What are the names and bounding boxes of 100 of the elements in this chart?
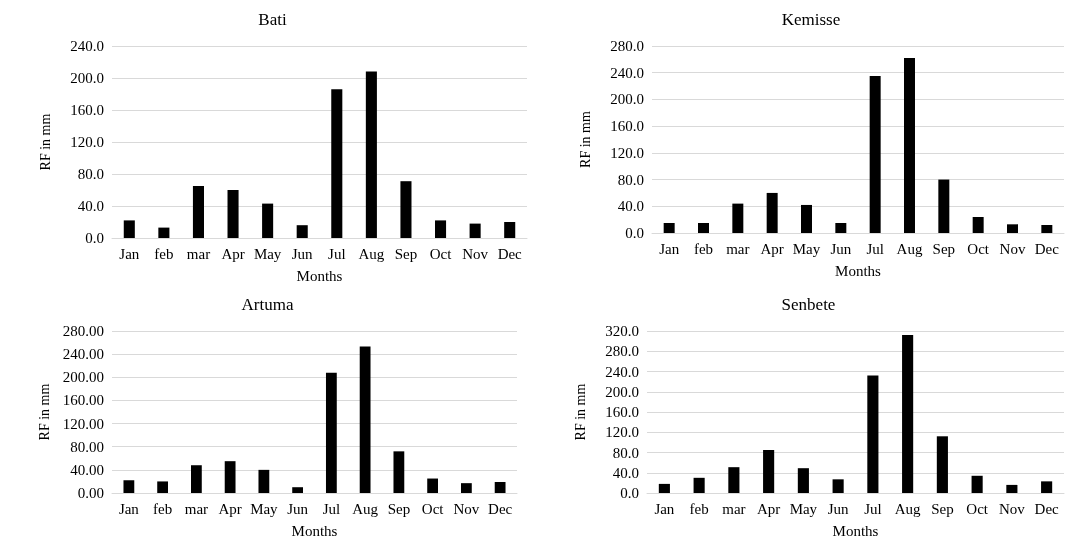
x-tick-label: Apr [218,500,242,517]
y-tick-label: 0.0 [85,230,104,246]
y-tick-label: 80.0 [77,166,104,182]
bar [296,225,308,238]
bar [400,181,412,238]
x-tick-label: Dec [497,245,523,262]
bar [832,479,844,493]
y-tick-label: 240.0 [605,363,639,380]
x-tick-label: Nov [998,500,1026,517]
y-tick-label: 80.0 [612,444,639,461]
x-tick-label: Nov [462,245,489,262]
bar [732,203,744,233]
y-tick-label: 0.0 [625,225,644,241]
y-tick-label: 200.0 [610,91,644,108]
bar [698,222,709,233]
bar [869,76,881,233]
bar [262,203,274,238]
x-tick-label: May [789,500,818,517]
bar [158,227,170,238]
x-tick-label: Aug [896,240,923,257]
x-tick-label: Sep [931,500,954,517]
bar [902,335,914,493]
bar [663,222,675,233]
y-tick-label: 280.00 [62,323,104,339]
bar [763,449,775,493]
x-tick-label: mar [184,500,209,517]
x-tick-label: Dec [488,500,513,517]
x-tick-label: feb [689,500,709,517]
y-tick-label: 80.00 [70,438,104,455]
x-axis-title: Months [296,267,343,284]
y-tick-label: 40.0 [77,198,104,214]
bar [494,482,506,493]
y-tick-label: 240.0 [610,64,644,81]
x-tick-label: Aug [358,245,385,262]
x-tick-label: feb [153,500,173,517]
x-tick-label: Jan [119,245,140,262]
y-tick-label: 280.0 [610,38,644,54]
x-tick-label: Apr [760,240,784,257]
bar [227,190,239,238]
x-tick-label: Aug [352,500,379,517]
y-tick-label: 240.0 [70,38,104,54]
y-axis-title: RF in mm [37,383,53,441]
y-tick-label: 200.0 [70,70,104,86]
bar [904,58,915,233]
bar [359,346,371,493]
y-tick-label: 160.0 [610,118,644,135]
x-tick-label: Jun [827,500,850,517]
bar [1041,481,1053,493]
x-axis-title: Months [291,522,338,539]
x-tick-label: Jan [659,240,680,257]
y-tick-label: 120.0 [70,134,104,150]
bar [192,186,204,238]
bar [258,469,270,493]
bar [331,89,343,238]
x-tick-label: May [792,240,821,257]
x-tick-label: Jun [830,240,852,257]
x-tick-label: Dec [1034,500,1060,517]
x-tick-label: mar [186,245,211,262]
x-tick-label: Apr [756,500,781,517]
bar [938,179,950,233]
bar [224,461,236,493]
bar [936,436,948,493]
x-tick-label: Apr [221,245,245,262]
bar [325,372,337,493]
x-tick-label: Oct [967,240,990,257]
x-tick-label: Jun [287,500,309,517]
x-tick-label: Sep [932,240,956,257]
x-tick-label: Jul [328,245,346,262]
bar [123,480,135,493]
bar [658,483,670,493]
x-tick-label: mar [726,240,750,257]
y-tick-label: 160.0 [605,404,639,420]
y-tick-label: 240.00 [62,346,104,363]
x-tick-label: May [253,245,282,262]
x-tick-label: feb [693,240,714,257]
bar [292,487,304,493]
x-tick-label: Sep [387,500,411,517]
bar [393,451,405,493]
y-tick-label: 40.0 [612,464,639,481]
y-tick-label: 200.0 [605,383,639,400]
x-tick-label: feb [154,245,174,262]
y-axis-title: RF in mm [572,383,588,441]
bar [157,481,169,493]
bar [971,475,983,493]
y-tick-label: 120.0 [605,424,639,441]
y-axis-title: RF in mm [577,111,593,168]
y-axis-title: RF in mm [37,113,53,171]
x-tick-label: May [250,500,279,517]
x-axis-title: Months [835,262,882,279]
x-tick-label: Jul [864,500,882,517]
bar [867,375,879,493]
y-tick-label: 320.0 [605,323,639,339]
x-tick-label: Nov [999,240,1026,257]
y-tick-label: 160.0 [70,102,104,118]
x-tick-label: Jan [654,500,675,517]
y-tick-label: 120.0 [610,144,644,161]
bar [1007,224,1018,233]
y-tick-label: 200.00 [62,369,104,386]
x-tick-label: Dec [1034,240,1060,257]
bar [1006,484,1018,493]
